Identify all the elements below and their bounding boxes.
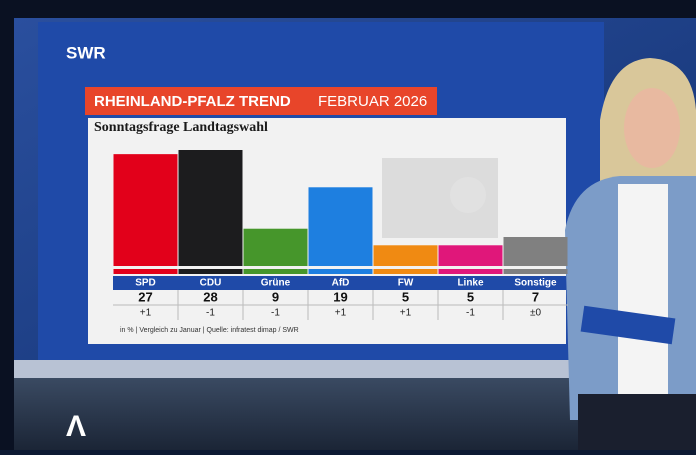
change-label: +1 [400, 308, 412, 319]
bar-foot [373, 269, 438, 274]
category-label: FW [398, 278, 414, 289]
logo: SWR [66, 43, 106, 62]
category-label: Sonstige [514, 278, 557, 289]
value-label: 9 [272, 289, 279, 304]
change-label: -1 [206, 308, 215, 319]
change-label: -1 [466, 308, 475, 319]
bar [308, 187, 373, 266]
change-label: +1 [140, 308, 152, 319]
category-label: AfD [332, 278, 350, 289]
presenter [565, 58, 696, 450]
value-label: 5 [402, 289, 409, 304]
bar [438, 245, 503, 266]
ledge [14, 360, 696, 378]
value-label: 7 [532, 289, 539, 304]
category-label: Linke [457, 278, 484, 289]
footnote: in % | Vergleich zu Januar | Quelle: inf… [120, 327, 299, 334]
change-label: ±0 [530, 308, 541, 319]
title-bar [85, 87, 437, 115]
bar-foot [243, 269, 308, 274]
category-label: CDU [200, 278, 222, 289]
bar [178, 150, 243, 266]
value-label: 19 [333, 289, 347, 304]
bar [373, 245, 438, 266]
bar-foot [308, 269, 373, 274]
bar-foot [178, 269, 243, 274]
value-label: 28 [203, 289, 217, 304]
bar [503, 237, 568, 266]
value-label: 27 [138, 289, 152, 304]
bar-foot [113, 269, 178, 274]
bar-foot [503, 269, 568, 274]
change-label: -1 [271, 308, 280, 319]
category-label: SPD [135, 278, 156, 289]
channel-logo: Λ [66, 410, 86, 443]
chart-subtitle: Sonntagsfrage Landtagswahl [94, 120, 268, 135]
bar [243, 228, 308, 266]
category-label: Grüne [261, 278, 291, 289]
category-row [113, 276, 566, 290]
value-label: 5 [467, 289, 474, 304]
bar-foot [438, 269, 503, 274]
chart-date: FEBRUAR 2026 [318, 93, 427, 110]
coat-of-arms [382, 158, 498, 238]
chart-title: RHEINLAND-PFALZ TREND [94, 93, 291, 110]
bar [113, 154, 178, 266]
change-label: +1 [335, 308, 347, 319]
